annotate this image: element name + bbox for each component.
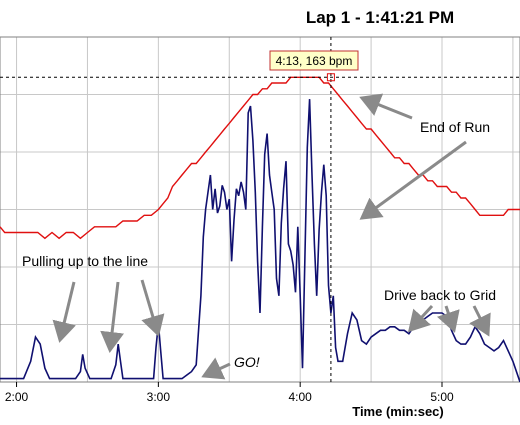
x-tick-label: 5:00	[430, 390, 454, 404]
annotation-arrow	[469, 305, 491, 337]
annotation-drive-back: Drive back to Grid	[384, 287, 496, 303]
x-axis-ticks: 2:00 3:00 4:00 5:00	[5, 382, 454, 404]
annotation-go: GO!	[234, 354, 260, 370]
annotation-arrow	[201, 357, 231, 380]
tooltip-label: 4:13, 163 bpm	[276, 54, 353, 68]
annotation-arrow	[52, 281, 76, 343]
grid	[0, 37, 520, 382]
annotations: Pulling up to the line GO! End of Run Dr…	[22, 93, 496, 380]
annotation-arrow	[407, 304, 434, 333]
annotation-arrow	[359, 93, 413, 120]
annotation-end-of-run: End of Run	[420, 119, 490, 135]
heart-rate-line	[0, 76, 520, 240]
annotation-arrow	[140, 279, 165, 337]
annotation-arrow	[100, 281, 125, 353]
chart-title: Lap 1 - 1:41:21 PM	[306, 8, 454, 27]
tooltip-box	[269, 50, 359, 71]
x-tick-label: 4:00	[289, 390, 313, 404]
annotation-arrow	[359, 140, 467, 220]
x-axis-label: Time (min:sec)	[352, 404, 444, 419]
plot-frame	[0, 36, 520, 383]
x-tick-label: 3:00	[147, 390, 171, 404]
annotation-arrow	[436, 305, 460, 333]
x-tick-label: 2:00	[5, 390, 29, 404]
annotation-pulling-up: Pulling up to the line	[22, 253, 148, 269]
marker-point	[326, 73, 335, 82]
